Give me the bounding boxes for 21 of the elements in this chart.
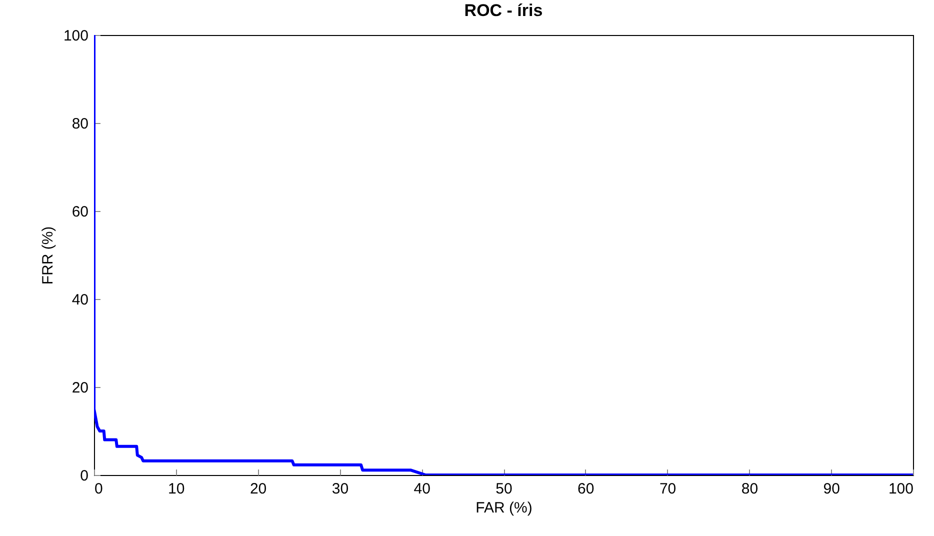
chart-title: ROC - íris [464, 1, 543, 20]
x-tick-label: 30 [332, 480, 349, 498]
x-tick-label: 90 [823, 480, 840, 498]
y-tick-label: 40 [72, 292, 88, 308]
y-axis-title: FRR (%) [39, 226, 56, 285]
x-tick-label: 100 [888, 480, 914, 498]
x-tick-label: 80 [741, 480, 758, 498]
x-tick-label: 10 [168, 480, 185, 498]
line-series [94, 35, 913, 475]
y-tick-label: 100 [63, 28, 88, 44]
x-tick-label: 60 [578, 480, 594, 498]
x-axis-title: FAR (%) [476, 500, 532, 516]
y-tick-label: 80 [72, 116, 88, 132]
y-tick-label: 60 [72, 204, 88, 220]
y-tick-label: 20 [72, 380, 88, 396]
x-tick-label: 40 [414, 480, 430, 498]
x-tick-label: 70 [659, 480, 676, 498]
x-tick-label: 0 [94, 480, 103, 498]
x-tick-label: 50 [496, 480, 512, 498]
y-tick-label: 0 [80, 468, 88, 484]
x-tick-label: 20 [250, 480, 267, 498]
